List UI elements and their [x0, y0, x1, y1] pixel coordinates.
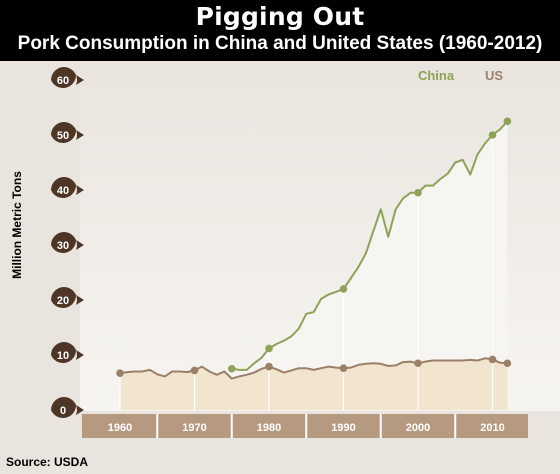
china-point-2000 [414, 188, 422, 197]
y-tick-label: 20 [57, 295, 69, 307]
y-tick-badge [51, 287, 84, 309]
x-tick-label-1960: 1960 [108, 422, 132, 434]
x-tick-label-1980: 1980 [257, 422, 281, 434]
y-tick-label: 40 [57, 185, 69, 197]
x-tick-label-1990: 1990 [331, 422, 355, 434]
x-tick-label-2000: 2000 [406, 422, 430, 434]
y-tick-label: 0 [60, 405, 66, 417]
chart-subtitle: Pork Consumption in China and United Sta… [17, 33, 543, 54]
y-tick-10: 10 [51, 342, 84, 363]
y-tick-0: 0 [51, 397, 84, 419]
china-point-2010 [488, 131, 497, 139]
y-axis-label: Million Metric Tons [10, 171, 24, 279]
y-tick-label: 30 [57, 240, 69, 252]
us-area [120, 358, 508, 410]
y-tick-badge [51, 67, 84, 89]
y-tick-badge [51, 232, 84, 253]
line-chart: 0 10 20 30 40 50 60 1960 1970 1980 1990 2000 2010 C… [10, 61, 560, 438]
us-point-1990 [339, 364, 348, 373]
y-tick-label: 50 [57, 130, 69, 142]
x-axis-bar [82, 414, 528, 438]
us-point-1980 [265, 362, 273, 371]
y-tick-badge [51, 397, 84, 419]
y-tick-label: 60 [57, 75, 69, 87]
y-tick-badge [51, 342, 84, 363]
china-point-2012 [503, 117, 512, 126]
source-note: Source: USDA [6, 455, 89, 469]
y-tick-badge [51, 177, 84, 199]
china-point-1975 [227, 364, 236, 373]
y-tick-label: 10 [57, 350, 69, 362]
y-tick-40: 40 [51, 177, 84, 199]
us-point-2000 [414, 359, 422, 368]
y-tick-60: 60 [51, 67, 84, 89]
x-tick-label-1970: 1970 [182, 422, 206, 434]
legend-us: US [485, 68, 503, 83]
china-line [231, 120, 509, 371]
us-point-1970 [190, 366, 199, 375]
title-bar: Pigging Out Pork Consumption in China an… [0, 0, 560, 61]
china-point-1980 [265, 344, 273, 353]
us-point-2010 [488, 355, 497, 364]
y-tick-30: 30 [51, 232, 84, 253]
us-line [119, 357, 508, 380]
us-point-1960 [116, 369, 124, 377]
chart-title: Pigging Out [195, 2, 365, 31]
y-tick-badge [51, 122, 84, 143]
us-point-2012 [503, 359, 512, 368]
y-tick-20: 20 [51, 287, 84, 309]
legend-china: China [418, 68, 455, 83]
y-tick-50: 50 [51, 122, 84, 143]
china-point-1990 [339, 285, 348, 293]
x-tick-label-2010: 2010 [480, 422, 504, 434]
china-area [231, 121, 508, 411]
